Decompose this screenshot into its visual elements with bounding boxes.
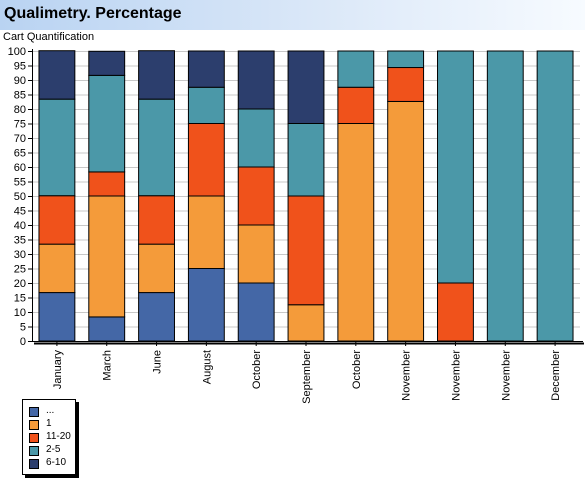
bar-segment [486, 50, 524, 342]
y-tick-label: 75 [14, 119, 26, 131]
legend-swatch [29, 433, 39, 443]
legend-item: 11-20 [29, 431, 75, 444]
bar-segment [187, 195, 225, 269]
bar-segment [337, 123, 375, 342]
bar-segment [387, 100, 425, 342]
x-tick-label: October [351, 350, 363, 389]
bar-segment [337, 50, 375, 88]
legend-label: 11-20 [46, 431, 71, 442]
y-tick-label: 45 [14, 206, 26, 218]
y-tick-label: 35 [14, 235, 26, 247]
bar-segment [138, 292, 175, 342]
x-tick-label: June [152, 350, 164, 374]
bar-segment [437, 282, 474, 342]
bar-segment [138, 243, 175, 294]
bar-segment [38, 195, 76, 245]
bar-segment [437, 50, 474, 284]
bar-segment [536, 50, 574, 342]
chart-title: Qualimetry. Percentage [4, 5, 182, 22]
bar-segment [88, 195, 126, 318]
bar-segment [38, 243, 76, 294]
bar-segment [88, 171, 126, 197]
legend-item: 6-10 [29, 457, 75, 470]
y-tick-label: 10 [14, 307, 26, 319]
x-tick-label: September [301, 350, 313, 404]
legend-swatch [29, 459, 39, 469]
bar-segment [237, 50, 275, 110]
bar-segment [138, 98, 175, 197]
bar-segment [38, 292, 76, 342]
x-tick-label: January [52, 350, 64, 390]
bar-segment [287, 50, 325, 124]
y-tick-label: 100 [8, 46, 26, 58]
y-tick-label: 95 [14, 61, 26, 73]
x-tick-label: October [251, 350, 263, 389]
bar-segment [187, 123, 225, 197]
y-tick-label: 70 [14, 133, 26, 145]
legend-swatch [29, 446, 39, 456]
bar-segment [138, 195, 175, 245]
y-tick-label: 60 [14, 162, 26, 174]
y-tick-label: 0 [20, 336, 26, 348]
legend-swatch [29, 407, 39, 417]
chart-subtitle: Cart Quantification [3, 31, 95, 43]
y-tick-label: 50 [14, 191, 26, 203]
legend-item: 2-5 [29, 444, 75, 457]
legend-label: 1 [46, 418, 52, 429]
bar-segment [237, 282, 275, 342]
bar-segment [88, 74, 126, 173]
bar-segment [138, 50, 175, 100]
legend-label: 2-5 [46, 444, 61, 455]
y-tick-label: 20 [14, 278, 26, 290]
bar-segment [287, 123, 325, 197]
x-tick-label: December [550, 350, 562, 401]
bar-segment [38, 50, 76, 100]
chart-header: Qualimetry. Percentage [0, 0, 585, 30]
bar-segment [88, 50, 126, 76]
x-tick-label: November [450, 350, 462, 401]
legend-label: ... [46, 405, 55, 416]
x-tick-label: March [102, 350, 114, 381]
bar-segment [237, 108, 275, 168]
y-tick-label: 65 [14, 148, 26, 160]
y-tick-label: 55 [14, 177, 26, 189]
y-tick-label: 25 [14, 264, 26, 276]
y-tick-label: 80 [14, 104, 26, 116]
y-tick-label: 90 [14, 75, 26, 87]
legend-label: 6-10 [46, 457, 67, 468]
bar-segment [387, 50, 425, 69]
bar-segment [38, 98, 76, 197]
chart-legend: ... 1 11-20 2-5 6-10 [22, 399, 76, 475]
x-tick-label: November [500, 350, 512, 401]
legend-item: ... [29, 405, 75, 418]
y-tick-label: 30 [14, 249, 26, 261]
legend-item: 1 [29, 418, 75, 431]
y-tick-label: 40 [14, 220, 26, 232]
bar-segment [337, 86, 375, 124]
bar-segment [187, 50, 225, 88]
legend-swatch [29, 420, 39, 430]
bar-segment [387, 67, 425, 102]
bar-segment [88, 316, 126, 342]
bar-segment [237, 166, 275, 226]
bar-segment [287, 195, 325, 306]
y-tick-label: 5 [20, 322, 26, 334]
bar-segment [237, 224, 275, 284]
bar-segment [287, 304, 325, 342]
y-tick-label: 15 [14, 293, 26, 305]
bar-segment [187, 268, 225, 342]
bar-segment [187, 86, 225, 124]
x-tick-label: November [401, 350, 413, 401]
x-tick-label: August [201, 350, 213, 384]
y-tick-label: 85 [14, 90, 26, 102]
